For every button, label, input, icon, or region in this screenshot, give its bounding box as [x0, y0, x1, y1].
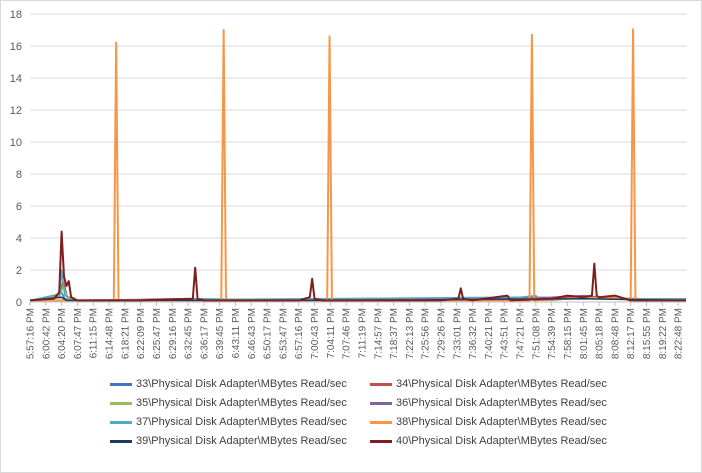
legend-swatch-34: [370, 382, 392, 386]
x-tick-label: 6:11:15 PM: [89, 308, 100, 358]
x-axis: 5:57:16 PM 6:00:42 PM 6:04:20 PM 6:07:47 PM…: [26, 302, 685, 359]
legend-swatch-40: [370, 439, 392, 443]
legend-swatch-38: [370, 420, 392, 424]
legend-label-37: 37\Physical Disk Adapter\MBytes Read/sec: [136, 416, 347, 428]
legend-label-35: 35\Physical Disk Adapter\MBytes Read/sec: [136, 397, 347, 409]
y-tick-label: 2: [16, 265, 22, 277]
x-tick-label: 7:54:39 PM: [547, 308, 558, 359]
x-tick-label: 8:12:17 PM: [626, 308, 637, 359]
y-axis: 0 2 4 6 8 10 12 14 16 18: [10, 9, 22, 309]
x-tick-label: 7:07:46 PM: [342, 308, 353, 359]
x-tick-label: 6:32:45 PM: [184, 308, 195, 359]
legend: 33\Physical Disk Adapter\MBytes Read/sec…: [110, 378, 670, 454]
x-tick-label: 7:58:15 PM: [563, 308, 574, 359]
x-tick-label: 6:00:42 PM: [41, 308, 52, 359]
plot-area: [29, 28, 687, 302]
x-tick-label: 7:04:11 PM: [326, 308, 337, 358]
x-tick-label: 7:14:57 PM: [373, 308, 384, 359]
legend-item-36: 36\Physical Disk Adapter\MBytes Read/sec: [370, 397, 628, 409]
x-tick-label: 8:19:22 PM: [658, 308, 669, 359]
y-tick-label: 4: [16, 233, 22, 245]
x-tick-label: 8:05:18 PM: [595, 308, 606, 359]
legend-item-38: 38\Physical Disk Adapter\MBytes Read/sec: [370, 416, 628, 428]
y-tick-label: 8: [16, 169, 22, 181]
legend-label-38: 38\Physical Disk Adapter\MBytes Read/sec: [396, 416, 607, 428]
legend-swatch-37: [110, 420, 132, 424]
x-tick-label: 7:47:21 PM: [516, 308, 527, 359]
x-tick-label: 6:36:17 PM: [199, 308, 210, 359]
y-tick-label: 10: [10, 137, 22, 149]
legend-swatch-35: [110, 401, 132, 405]
x-tick-label: 6:50:17 PM: [263, 308, 274, 359]
x-tick-label: 6:25:47 PM: [152, 308, 163, 359]
x-tick-label: 6:14:48 PM: [105, 308, 116, 359]
x-tick-label: 7:40:21 PM: [484, 308, 495, 359]
x-tick-label: 5:57:16 PM: [26, 308, 37, 359]
x-tick-label: 6:22:09 PM: [136, 308, 147, 359]
gridlines: [30, 13, 686, 303]
x-tick-label: 7:22:13 PM: [405, 308, 416, 359]
x-tick-label: 8:22:48 PM: [674, 308, 685, 359]
x-tick-label: 7:11:19 PM: [357, 308, 368, 358]
x-tick-label: 7:00:43 PM: [310, 308, 321, 359]
legend-label-33: 33\Physical Disk Adapter\MBytes Read/sec: [136, 378, 347, 390]
legend-item-40: 40\Physical Disk Adapter\MBytes Read/sec: [370, 435, 628, 447]
legend-item-37: 37\Physical Disk Adapter\MBytes Read/sec: [110, 416, 368, 428]
x-tick-label: 7:36:32 PM: [468, 308, 479, 359]
x-tick-label: 8:08:48 PM: [610, 308, 621, 359]
x-tick-label: 6:18:21 PM: [120, 308, 131, 359]
x-tick-label: 6:29:16 PM: [168, 308, 179, 359]
legend-item-39: 39\Physical Disk Adapter\MBytes Read/sec: [110, 435, 368, 447]
legend-item-33: 33\Physical Disk Adapter\MBytes Read/sec: [110, 378, 368, 390]
y-tick-label: 14: [10, 73, 22, 85]
x-tick-label: 7:25:56 PM: [421, 308, 432, 359]
x-tick-label: 8:01:45 PM: [579, 308, 590, 359]
x-tick-label: 6:39:45 PM: [215, 308, 226, 359]
x-tick-label: 8:15:55 PM: [642, 308, 653, 359]
x-tick-label: 6:46:43 PM: [247, 308, 258, 359]
legend-swatch-39: [110, 439, 132, 443]
legend-item-35: 35\Physical Disk Adapter\MBytes Read/sec: [110, 397, 368, 409]
x-tick-label: 7:18:37 PM: [389, 308, 400, 359]
y-tick-label: 6: [16, 201, 22, 213]
legend-item-34: 34\Physical Disk Adapter\MBytes Read/sec: [370, 378, 628, 390]
y-tick-label: 0: [16, 297, 22, 309]
x-tick-label: 7:43:51 PM: [500, 308, 511, 359]
x-tick-label: 7:29:26 PM: [436, 308, 447, 359]
y-tick-label: 16: [10, 41, 22, 53]
x-tick-label: 6:53:47 PM: [278, 308, 289, 359]
x-tick-label: 6:07:47 PM: [73, 308, 84, 359]
y-tick-label: 18: [10, 9, 22, 21]
x-tick-label: 6:43:11 PM: [231, 308, 242, 358]
series-line-40: [29, 230, 686, 302]
legend-label-34: 34\Physical Disk Adapter\MBytes Read/sec: [396, 378, 607, 390]
series-line-38: [30, 28, 686, 302]
legend-label-39: 39\Physical Disk Adapter\MBytes Read/sec: [136, 435, 347, 447]
y-tick-label: 12: [10, 105, 22, 117]
legend-swatch-36: [370, 401, 392, 405]
legend-swatch-33: [110, 382, 132, 386]
legend-label-40: 40\Physical Disk Adapter\MBytes Read/sec: [396, 435, 607, 447]
x-tick-label: 6:57:16 PM: [294, 308, 305, 359]
x-tick-label: 7:33:01 PM: [452, 308, 463, 359]
legend-label-36: 36\Physical Disk Adapter\MBytes Read/sec: [396, 397, 607, 409]
x-tick-label: 7:51:08 PM: [531, 308, 542, 359]
x-tick-label: 6:04:20 PM: [57, 308, 68, 359]
